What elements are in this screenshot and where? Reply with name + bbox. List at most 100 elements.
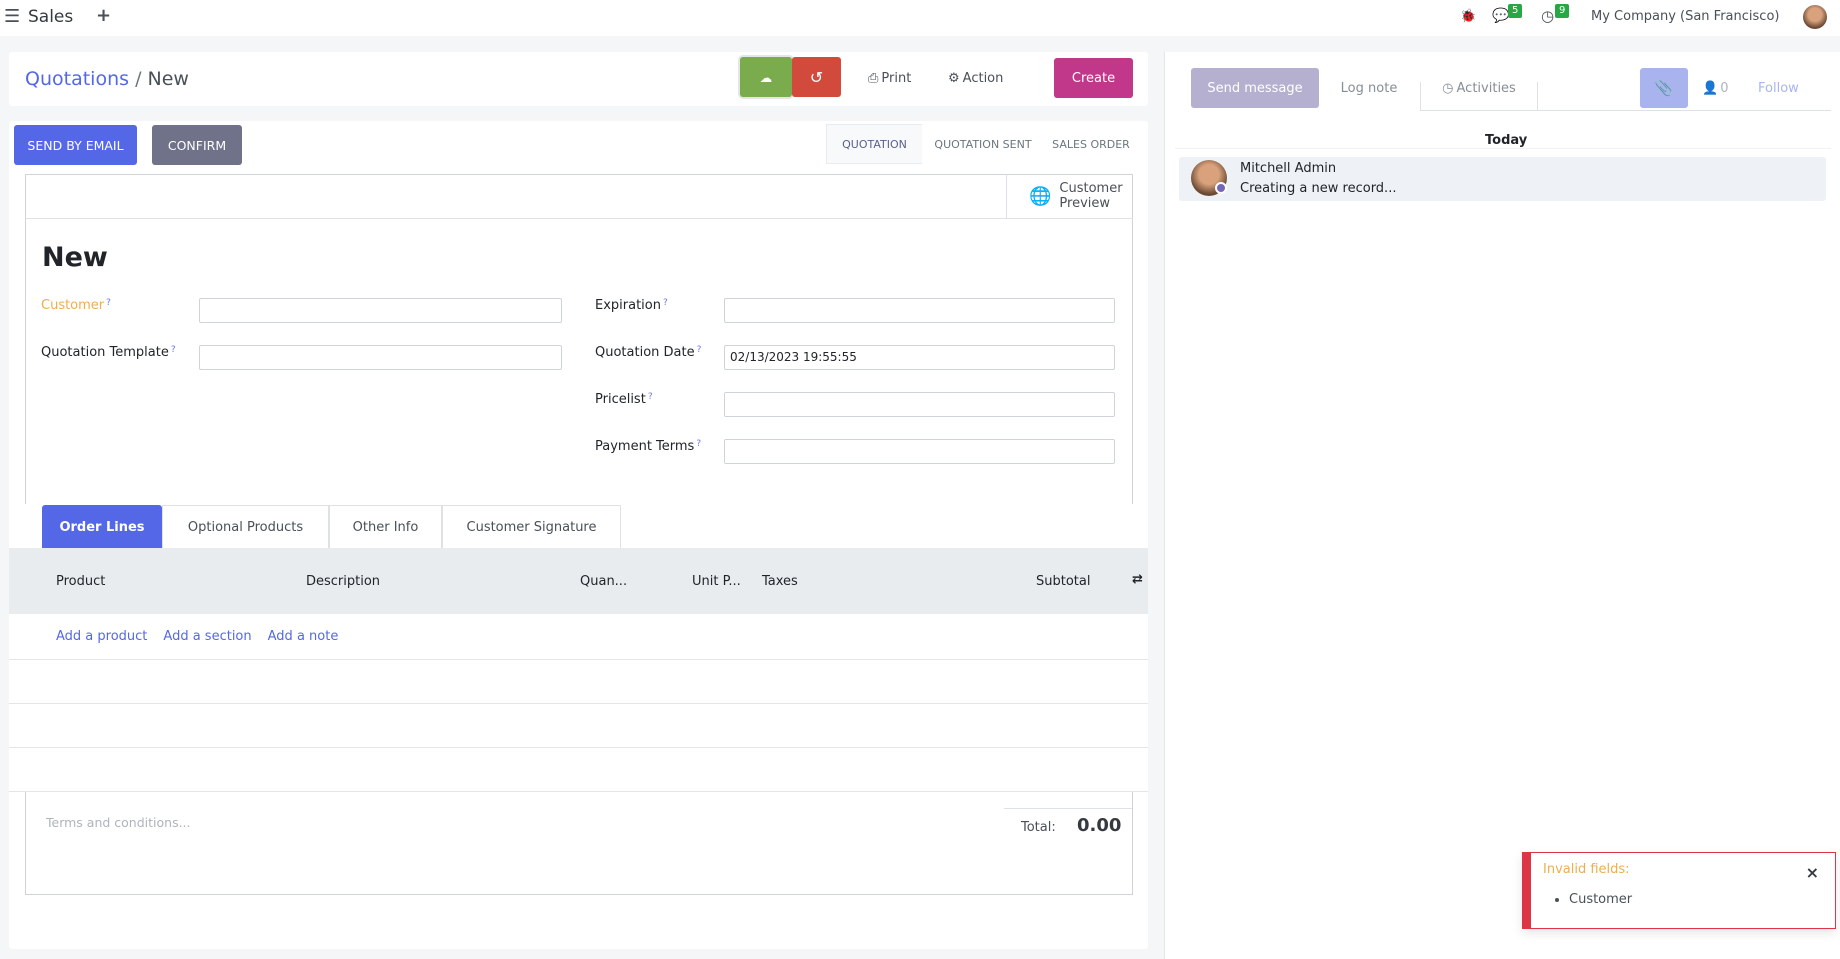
menu-icon[interactable]: ☰ bbox=[4, 6, 21, 27]
button-box-divider bbox=[25, 218, 1133, 219]
row-divider bbox=[9, 791, 1148, 792]
column-product[interactable]: Product bbox=[56, 574, 106, 589]
followers-button[interactable]: 👤 0 bbox=[1702, 78, 1728, 98]
create-button[interactable]: Create bbox=[1054, 58, 1133, 98]
follow-button[interactable]: Follow bbox=[1758, 80, 1799, 96]
quotation-date-input[interactable]: 02/13/2023 19:55:55 bbox=[724, 345, 1115, 370]
date-separator-line bbox=[1175, 148, 1831, 149]
total-divider bbox=[1004, 808, 1132, 809]
date-separator: Today bbox=[1475, 133, 1538, 148]
followers-count: 0 bbox=[1720, 80, 1729, 96]
column-description[interactable]: Description bbox=[306, 574, 381, 589]
action-label: Action bbox=[962, 70, 1004, 86]
print-label: Print bbox=[881, 70, 912, 86]
confirm-button[interactable]: CONFIRM bbox=[152, 125, 242, 165]
total-label: Total: bbox=[1021, 820, 1056, 835]
quotation-date-label: Quotation Date? bbox=[595, 345, 702, 360]
row-divider bbox=[9, 747, 1148, 748]
status-quotation[interactable]: QUOTATION bbox=[826, 124, 922, 164]
customer-preview-button[interactable]: 🌐 Customer Preview bbox=[1006, 174, 1133, 218]
paperclip-icon: 📎 bbox=[1654, 79, 1674, 97]
user-avatar[interactable] bbox=[1803, 5, 1827, 29]
activity-badge: 9 bbox=[1555, 4, 1570, 18]
message-body: Creating a new record... bbox=[1240, 181, 1397, 196]
footer-border bbox=[25, 792, 1133, 895]
debug-icon[interactable]: 🐞 bbox=[1460, 9, 1477, 24]
add-note-link[interactable]: Add a note bbox=[267, 629, 339, 644]
send-message-button[interactable]: Send message bbox=[1191, 68, 1319, 108]
order-lines-header bbox=[9, 548, 1148, 614]
message-card: Mitchell Admin Creating a new record... bbox=[1179, 157, 1826, 201]
expiration-input[interactable] bbox=[724, 298, 1115, 323]
divider bbox=[1537, 82, 1538, 111]
breadcrumb-current: New bbox=[147, 68, 189, 90]
row-divider bbox=[9, 659, 1148, 660]
save-button[interactable]: ☁ bbox=[740, 57, 792, 97]
customer-label: Customer? bbox=[41, 298, 111, 313]
quotation-template-label: Quotation Template? bbox=[41, 345, 176, 360]
activity-clock-icon[interactable]: ◷ bbox=[1541, 7, 1555, 25]
close-icon[interactable]: × bbox=[1805, 863, 1819, 882]
add-product-link[interactable]: Add a product bbox=[56, 629, 148, 644]
activities-button[interactable]: ◷ Activities bbox=[1421, 68, 1537, 108]
invalid-fields-list: Customer bbox=[1569, 892, 1632, 907]
company-switcher[interactable]: My Company (San Francisco) bbox=[1591, 9, 1780, 24]
globe-icon: 🌐 bbox=[1029, 185, 1052, 207]
log-note-button[interactable]: Log note bbox=[1340, 80, 1398, 96]
pricelist-input[interactable] bbox=[724, 392, 1115, 417]
chatter-topbar-border bbox=[1420, 110, 1831, 111]
discard-button[interactable]: ↺ bbox=[792, 57, 841, 97]
status-quotation-sent[interactable]: QUOTATION SENT bbox=[934, 137, 1032, 151]
expiration-label: Expiration? bbox=[595, 298, 668, 313]
tab-other-info[interactable]: Other Info bbox=[329, 505, 442, 548]
send-by-email-button[interactable]: SEND BY EMAIL bbox=[14, 125, 137, 165]
attachment-button[interactable]: 📎 bbox=[1640, 68, 1688, 108]
user-icon: 👤 bbox=[1702, 80, 1719, 96]
pricelist-label: Pricelist? bbox=[595, 392, 653, 407]
payment-terms-label: Payment Terms? bbox=[595, 439, 702, 454]
app-name[interactable]: Sales bbox=[28, 7, 74, 27]
column-unit-price[interactable]: Unit P... bbox=[692, 574, 741, 589]
cloud-upload-icon: ☁ bbox=[759, 69, 773, 85]
invalid-fields-notification: Invalid fields: × Customer bbox=[1522, 852, 1836, 929]
undo-icon: ↺ bbox=[809, 67, 824, 87]
divider bbox=[1420, 82, 1421, 111]
clock-icon: ◷ bbox=[1442, 80, 1454, 96]
activities-label: Activities bbox=[1456, 80, 1516, 96]
top-navbar: ☰ Sales + 🐞 💬 5 ◷ 9 My Company (San Fran… bbox=[0, 0, 1840, 36]
message-author[interactable]: Mitchell Admin bbox=[1240, 161, 1337, 176]
add-section-link[interactable]: Add a section bbox=[163, 629, 252, 644]
terms-input[interactable]: Terms and conditions... bbox=[46, 815, 191, 830]
quick-create-icon[interactable]: + bbox=[96, 5, 112, 26]
optional-columns-icon[interactable]: ⇄ bbox=[1132, 572, 1143, 587]
quotation-template-input[interactable] bbox=[199, 345, 562, 370]
breadcrumb-quotations[interactable]: Quotations bbox=[25, 68, 130, 90]
row-divider bbox=[9, 703, 1148, 704]
customer-preview-label: Customer Preview bbox=[1059, 181, 1123, 211]
column-subtotal[interactable]: Subtotal bbox=[1036, 574, 1091, 589]
printer-icon: ⎙ bbox=[868, 70, 879, 86]
sheet-border bbox=[25, 174, 1133, 504]
payment-terms-input[interactable] bbox=[724, 439, 1115, 464]
add-line-links: Add a product Add a section Add a note bbox=[56, 629, 338, 644]
messages-badge: 5 bbox=[1508, 4, 1523, 18]
tab-optional-products[interactable]: Optional Products bbox=[162, 505, 329, 548]
total-value: 0.00 bbox=[1077, 815, 1122, 836]
column-quantity[interactable]: Quan... bbox=[580, 574, 628, 589]
control-panel bbox=[9, 52, 1148, 106]
chatter bbox=[1164, 52, 1840, 959]
breadcrumb: Quotations / New bbox=[25, 68, 189, 90]
tab-customer-signature[interactable]: Customer Signature bbox=[442, 505, 621, 548]
status-sales-order[interactable]: SALES ORDER bbox=[1052, 137, 1130, 151]
notification-title: Invalid fields: bbox=[1543, 862, 1630, 877]
record-title: New bbox=[42, 242, 108, 273]
action-button[interactable]: ⚙ Action bbox=[948, 67, 1003, 89]
gear-icon: ⚙ bbox=[948, 70, 960, 86]
tab-order-lines[interactable]: Order Lines bbox=[42, 505, 162, 548]
invalid-field-item: Customer bbox=[1569, 892, 1632, 907]
column-taxes[interactable]: Taxes bbox=[762, 574, 798, 589]
breadcrumb-separator: / bbox=[135, 68, 142, 90]
print-button[interactable]: ⎙ Print bbox=[868, 67, 911, 89]
customer-input[interactable] bbox=[199, 298, 562, 323]
messages-icon[interactable]: 💬 bbox=[1492, 8, 1510, 24]
